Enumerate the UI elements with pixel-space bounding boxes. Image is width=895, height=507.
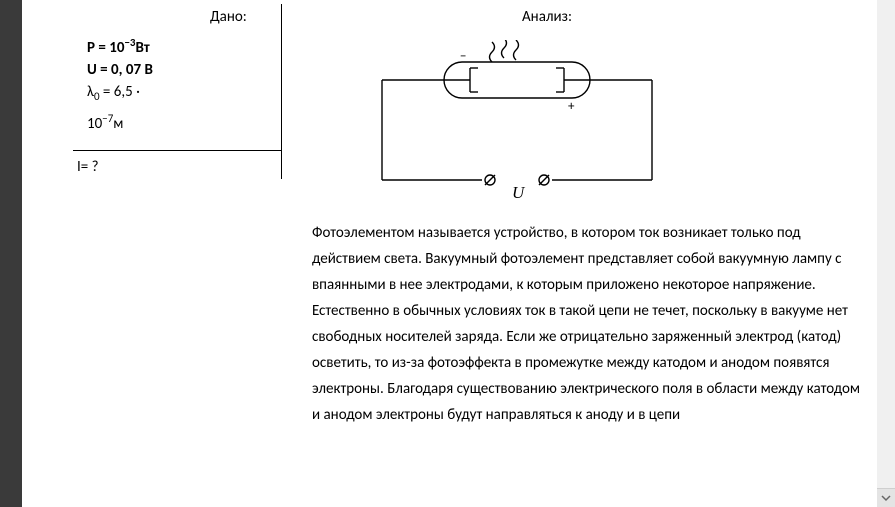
given-lambda-line1: λ0 = 6,5 ·: [87, 81, 282, 108]
viewer-gutter: [0, 0, 22, 507]
lambda-eq: = 6,5 ·: [100, 83, 140, 101]
plus-label: +: [568, 99, 575, 114]
scrollbar-down-button[interactable]: [877, 488, 895, 507]
analysis-heading: Анализ:: [522, 8, 572, 26]
find-line: I= ?: [77, 158, 99, 176]
analysis-body: Фотоэлементом называется устройство, в к…: [312, 220, 867, 428]
lambda-pow-base: 10: [87, 115, 102, 133]
given-heading: Дано:: [210, 8, 247, 26]
page: Дано: Анализ: P = 10−3Вт U = 0, 07 В λ0 …: [0, 0, 895, 507]
paper: Дано: Анализ: P = 10−3Вт U = 0, 07 В λ0 …: [22, 0, 895, 507]
chevron-down-icon: [881, 493, 891, 503]
given-lambda-line2: 10−7м: [87, 108, 282, 135]
circuit-diagram: + − U: [352, 40, 692, 200]
lambda-pow-exp: −7: [102, 112, 113, 125]
lambda-unit: м: [113, 115, 123, 133]
scrollbar-track[interactable]: [877, 0, 895, 507]
given-find-divider: [73, 150, 281, 151]
circuit-svg: + − U: [352, 40, 692, 200]
lambda-symbol: λ: [87, 83, 94, 101]
u-label: U: [512, 183, 526, 200]
given-u: U = 0, 07 В: [87, 59, 282, 81]
given-box: P = 10−3Вт U = 0, 07 В λ0 = 6,5 · 10−7м: [87, 32, 282, 135]
p-eq: = 10: [95, 39, 124, 57]
p-unit: Вт: [136, 39, 150, 57]
given-p: P = 10−3Вт: [87, 32, 282, 59]
p-exponent: −3: [124, 36, 135, 49]
p-symbol: P: [87, 39, 95, 57]
minus-label: −: [460, 49, 466, 64]
